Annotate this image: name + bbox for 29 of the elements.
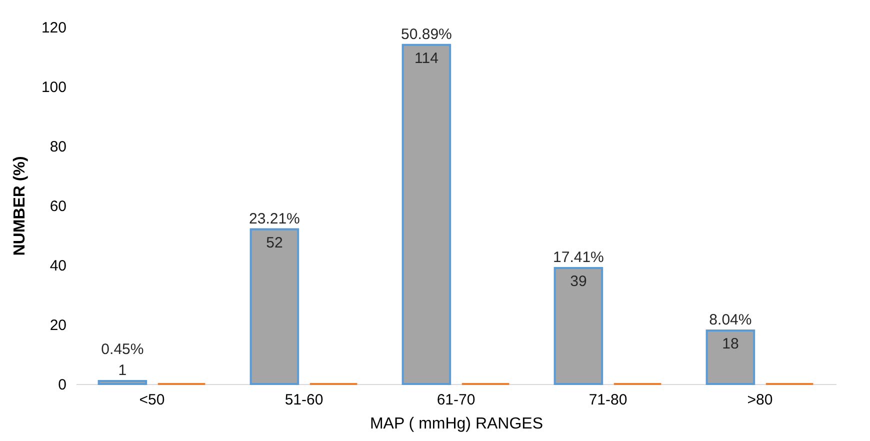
y-tick-label: 40: [50, 258, 66, 274]
y-tick-label: 80: [50, 138, 66, 156]
data-label: 52: [266, 234, 283, 252]
annotation: 0.45%: [101, 341, 144, 358]
x-axis-title: MAP ( mmHg) RANGES: [370, 416, 544, 432]
data-label: 39: [570, 272, 587, 290]
bar: [250, 228, 300, 385]
bar: [554, 266, 604, 385]
annotation: 50.89%: [401, 26, 452, 43]
data-label: 114: [414, 50, 438, 67]
annotation: 17.41%: [553, 248, 604, 266]
bar: [98, 380, 148, 385]
y-tick-label: 120: [41, 20, 66, 36]
annotation: 8.04%: [709, 311, 752, 328]
x-tick-label: 51-60: [284, 392, 324, 408]
x-tick-label: <50: [139, 392, 165, 408]
bar: [402, 44, 452, 385]
data-label: 1: [118, 362, 127, 380]
y-tick-label: 100: [41, 79, 66, 96]
y-tick-label: 20: [50, 317, 66, 334]
y-tick-label: 0: [58, 376, 66, 394]
annotation: 23.21%: [249, 210, 300, 228]
y-axis-title: NUMBER (%): [11, 156, 28, 256]
x-tick-label: >80: [747, 392, 773, 408]
x-tick-label: 61-70: [436, 392, 476, 408]
bar: [706, 329, 756, 385]
data-label: 18: [722, 335, 739, 352]
x-tick-label: 71-80: [588, 392, 628, 408]
y-tick-label: 60: [50, 198, 66, 215]
